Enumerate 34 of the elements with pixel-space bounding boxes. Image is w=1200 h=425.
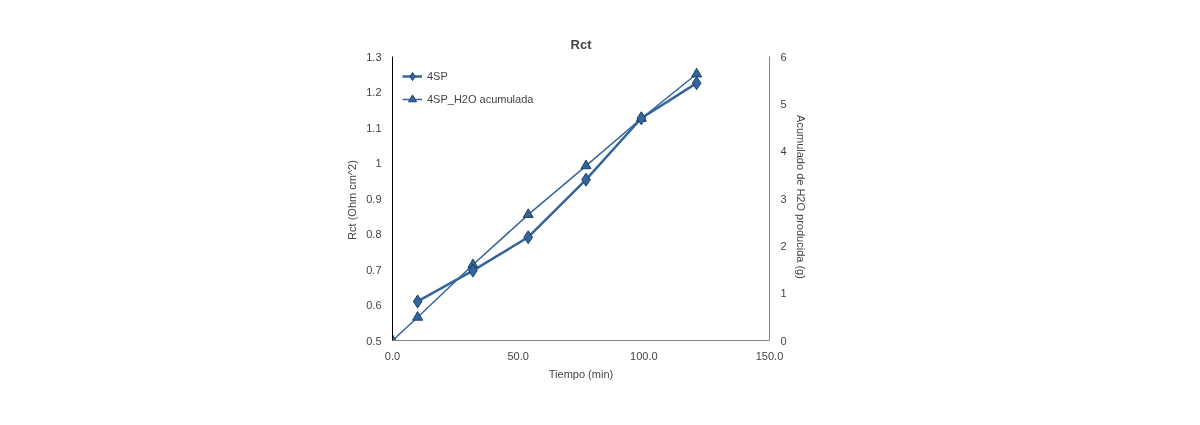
- x-tick-label: 50.0: [507, 349, 529, 362]
- y2-tick-label: 6: [780, 50, 787, 63]
- point: [636, 111, 647, 126]
- y2-tick-label: 0: [780, 334, 787, 347]
- y-tick-label: 1: [375, 157, 382, 169]
- y-tick-label: 0.7: [366, 263, 382, 276]
- y-tick-label: 1.2: [366, 86, 382, 98]
- y-tick-label: 0.8: [366, 228, 382, 240]
- point: [522, 208, 534, 218]
- x-tick-label: 0.0: [384, 349, 401, 362]
- point: [691, 76, 702, 91]
- legend-label: 4SP_H2O acumulada: [427, 93, 534, 105]
- y2-tick-label: 1: [780, 287, 787, 300]
- y2-tick-label: 2: [780, 239, 787, 252]
- point: [412, 294, 423, 309]
- point: [691, 67, 703, 78]
- x-tick-label: 100.0: [630, 349, 658, 362]
- x-axis-title: Tiempo (min): [548, 367, 614, 380]
- y2-tick-label: 3: [780, 192, 787, 205]
- y-tick-label: 1.3: [366, 50, 382, 63]
- y2-tick-label: 5: [780, 97, 787, 110]
- x-tick-label: 150.0: [755, 349, 784, 362]
- y2-axis-title: Acumulado de H2O producida (g): [794, 115, 807, 279]
- y-tick-label: 1.1: [366, 121, 382, 134]
- point: [523, 230, 534, 245]
- point: [412, 311, 424, 321]
- y-tick-label: 0.6: [366, 299, 382, 311]
- y-axis-title: Rct (Ohm cm^2): [346, 160, 359, 240]
- y-tick-label: 0.9: [366, 192, 382, 205]
- y2-tick-label: 4: [780, 145, 787, 158]
- point: [580, 159, 592, 170]
- y-tick-label: 0.5: [366, 334, 382, 347]
- legend-label: 4SP: [427, 70, 448, 82]
- chart-title: Rct: [570, 36, 593, 52]
